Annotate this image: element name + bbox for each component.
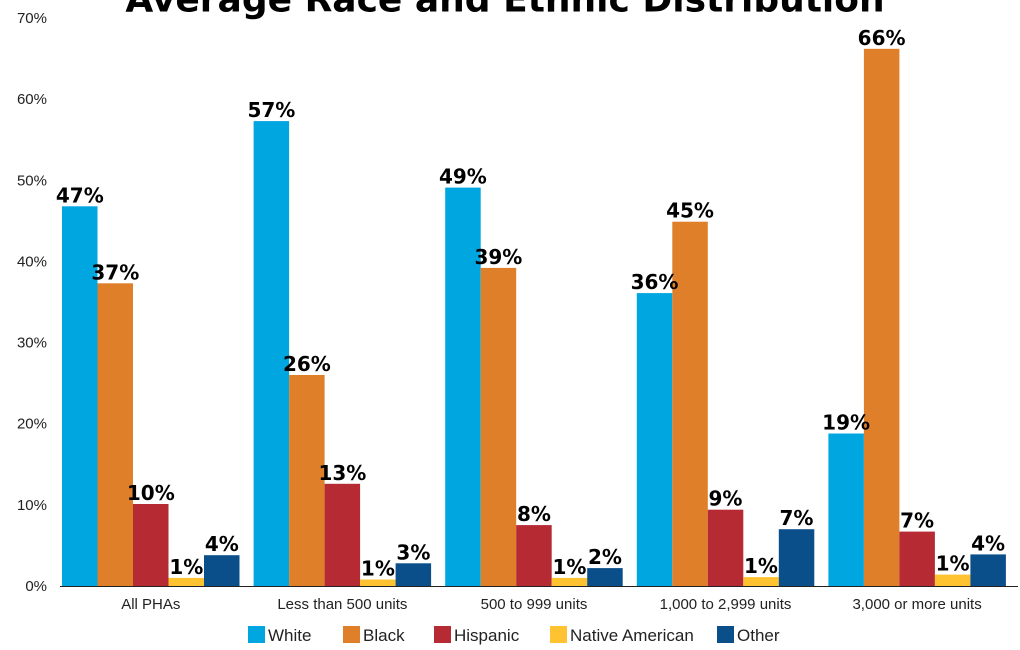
data-label: 1% <box>936 552 970 576</box>
legend-label: Hispanic <box>454 626 520 645</box>
y-axis: 0% 10% 20% 30% 40% 50% 60% 70% <box>17 10 47 595</box>
data-label: 39% <box>474 245 522 269</box>
bar-black <box>672 221 708 586</box>
y-tick-label: 50% <box>17 172 47 189</box>
data-label: 8% <box>517 502 551 526</box>
bar-other <box>587 568 623 586</box>
legend-label: Other <box>737 626 780 645</box>
legend-label: Native American <box>570 626 694 645</box>
data-label: 13% <box>318 461 366 485</box>
legend-swatch-black <box>343 626 360 643</box>
bars-group <box>62 48 1006 587</box>
bar-white <box>445 187 481 586</box>
bar-black <box>289 375 325 586</box>
data-label: 19% <box>822 411 870 435</box>
bar-white <box>253 121 290 586</box>
x-tick-label: 3,000 or more units <box>852 596 981 613</box>
data-label: 1% <box>169 555 203 579</box>
legend-swatch-white <box>248 626 265 643</box>
x-tick-label: Less than 500 units <box>277 596 407 613</box>
bar-hispanic <box>899 531 935 586</box>
bar-white <box>62 206 98 587</box>
bar-black <box>97 283 133 586</box>
legend-label: White <box>268 626 311 645</box>
data-label: 1% <box>744 554 778 578</box>
data-label: 49% <box>439 165 487 189</box>
data-label: 37% <box>91 260 139 284</box>
y-tick-label: 0% <box>25 578 47 595</box>
data-label: 7% <box>780 506 814 530</box>
y-tick-label: 70% <box>17 10 47 27</box>
x-tick-label: 500 to 999 units <box>481 596 588 613</box>
data-label: 1% <box>361 557 395 581</box>
data-label: 66% <box>858 26 906 50</box>
legend-swatch-other <box>717 626 734 643</box>
data-label: 9% <box>709 487 743 511</box>
bar-hispanic <box>324 483 361 586</box>
x-tick-label: All PHAs <box>121 596 180 613</box>
bar-hispanic <box>707 509 744 586</box>
bar-other <box>778 529 815 586</box>
data-label: 1% <box>553 555 587 579</box>
x-tick-label: 1,000 to 2,999 units <box>660 596 792 613</box>
x-axis: All PHAs Less than 500 units 500 to 999 un… <box>121 596 982 613</box>
data-label: 10% <box>127 481 175 505</box>
data-label: 57% <box>247 98 295 122</box>
bar-black <box>863 48 900 587</box>
data-label: 3% <box>396 540 430 564</box>
y-tick-label: 20% <box>17 416 47 433</box>
data-label: 36% <box>631 270 679 294</box>
bar-native-american <box>934 574 971 586</box>
chart-title: Average Race and Ethnic Distribution <box>125 0 884 21</box>
data-label: 26% <box>283 352 331 376</box>
y-tick-label: 60% <box>17 91 47 108</box>
bar-hispanic <box>133 504 169 586</box>
bar-native-american <box>551 577 588 586</box>
bar-native-american <box>360 579 396 586</box>
bar-hispanic <box>516 525 552 586</box>
data-labels-group: 47%37%10%1%4%57%26%13%1%3%49%39%8%1% 2%36… <box>56 26 1005 581</box>
bar-native-american <box>168 577 204 586</box>
legend-swatch-native-american <box>550 626 567 643</box>
y-tick-label: 40% <box>17 253 47 270</box>
legend-swatch-hispanic <box>434 626 451 643</box>
legend-label: Black <box>363 626 405 645</box>
data-label: 4% <box>205 532 239 556</box>
bar-white <box>828 433 864 586</box>
data-label: 4% <box>971 531 1005 555</box>
bar-native-american <box>743 577 779 586</box>
bar-other <box>395 563 432 586</box>
bar-other <box>970 554 1006 586</box>
bar-black <box>480 267 517 586</box>
bar-other <box>204 555 240 586</box>
data-label: 2% <box>588 545 622 569</box>
data-label: 47% <box>56 183 104 207</box>
y-tick-label: 30% <box>17 335 47 352</box>
legend: White Black Hispanic Native American Other <box>248 626 780 645</box>
y-tick-label: 10% <box>17 497 47 514</box>
data-label: 45% <box>666 199 714 223</box>
bar-white <box>636 293 673 586</box>
data-label: 7% <box>900 509 934 533</box>
